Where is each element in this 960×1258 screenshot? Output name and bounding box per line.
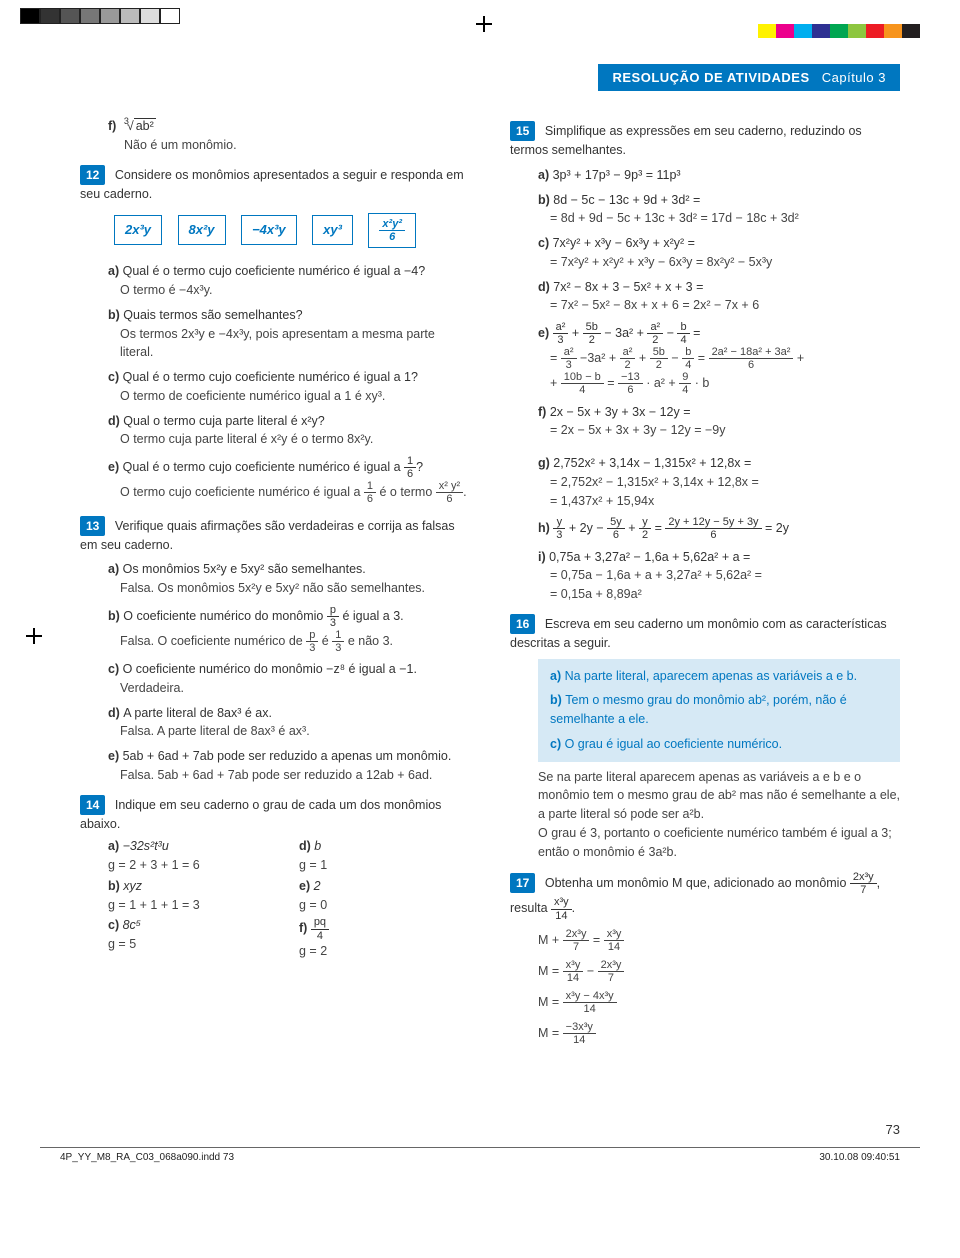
q15i-a1: = 0,75a − 1,6a + a + 3,27a² + 5,62a² = bbox=[550, 566, 900, 585]
q14-item: e) 2g = 0 bbox=[299, 877, 470, 915]
item-f: f) 3√ab² Não é um monômio. bbox=[108, 117, 470, 155]
q16: 16 Escreva em seu caderno um monômio com… bbox=[510, 614, 900, 653]
reg-cross-side bbox=[26, 628, 42, 644]
q15f-ans: = 2x − 5x + 3x + 3y − 12y = −9y bbox=[550, 421, 900, 440]
footer-left: 4P_YY_M8_RA_C03_068a090.indd 73 bbox=[60, 1152, 234, 1163]
q12e-ans: O termo cujo coeficiente numérico é igua… bbox=[120, 480, 470, 505]
qnum-12: 12 bbox=[80, 165, 105, 185]
q12d-ans: O termo cuja parte literal é x²y é o ter… bbox=[120, 430, 470, 449]
qnum-16: 16 bbox=[510, 614, 535, 634]
mono-3: −4x³y bbox=[241, 215, 297, 245]
q13a: a) Os monômios 5x²y e 5xy² são semelhant… bbox=[108, 560, 470, 579]
q13: 13 Verifique quais afirmações são verdad… bbox=[80, 516, 470, 555]
qnum-17: 17 bbox=[510, 873, 535, 893]
q13b-ans: Falsa. O coeficiente numérico de p3 é 13… bbox=[120, 629, 470, 654]
reg-cross-top bbox=[476, 16, 492, 32]
q14-item: d) bg = 1 bbox=[299, 837, 470, 875]
q13c: c) O coeficiente numérico do monômio −z⁸… bbox=[108, 660, 470, 679]
q17-lines: M + 2x³y7 = x³y14M = x³y14 − 2x³y7M = x³… bbox=[538, 928, 900, 1047]
q12b: b) Quais termos são semelhantes? bbox=[108, 306, 470, 325]
footer-right: 30.10.08 09:40:51 bbox=[819, 1152, 900, 1163]
q14-item: a) −32s²t³ug = 2 + 3 + 1 = 6 bbox=[108, 837, 279, 875]
q15c-ans: = 7x²y² + x²y² + x³y − 6x³y = 8x²y² − 5x… bbox=[550, 253, 900, 272]
q15g-a2: = 1,437x² + 15,94x bbox=[550, 492, 900, 511]
q14-item: f) pq4g = 2 bbox=[299, 916, 470, 960]
q15b-ans: = 8d + 9d − 5c + 13c + 3d² = 17d − 18c +… bbox=[550, 209, 900, 228]
q15: 15 Simplifique as expressões em seu cade… bbox=[510, 121, 900, 160]
q14-item: b) xyzg = 1 + 1 + 1 = 3 bbox=[108, 877, 279, 915]
q14-text: Indique em seu caderno o grau de cada um… bbox=[80, 798, 441, 831]
mono-1: 2x³y bbox=[114, 215, 162, 245]
regmarks-right bbox=[758, 24, 920, 38]
q15d: d) 7x² − 8x + 3 − 5x² + x + 3 = bbox=[538, 278, 900, 297]
page-content: f) 3√ab² Não é um monômio. 12 Considere … bbox=[0, 111, 960, 1092]
q15h: h) y3 + 2y − 5y6 + y2 = 2y + 12y − 5y + … bbox=[538, 516, 900, 541]
q13e-ans: Falsa. 5ab + 6ad + 7ab pode ser reduzido… bbox=[120, 766, 470, 785]
q15e-a2: + 10b − b4 = −136 · a² + 94 · b bbox=[550, 371, 900, 396]
q12-monomials: 2x³y 8x²y −4x³y xy³ x²y²6 bbox=[108, 209, 470, 252]
q12d: d) Qual o termo cuja parte literal é x²y… bbox=[108, 412, 470, 431]
q13-text: Verifique quais afirmações são verdadeir… bbox=[80, 519, 455, 552]
qnum-14: 14 bbox=[80, 795, 105, 815]
item-f-note: Não é um monômio. bbox=[124, 136, 470, 155]
q13d: d) A parte literal de 8ax³ é ax. bbox=[108, 704, 470, 723]
q12a-ans: O termo é −4x³y. bbox=[120, 281, 470, 300]
q13b: b) O coeficiente numérico do monômio p3 … bbox=[108, 604, 470, 629]
q12-text: Considere os monômios apresentados a seg… bbox=[80, 168, 464, 201]
regmarks-row bbox=[0, 8, 960, 34]
q12a: a) Qual é o termo cujo coeficiente numér… bbox=[108, 262, 470, 281]
qnum-13: 13 bbox=[80, 516, 105, 536]
q15g: g) 2,752x² + 3,14x − 1,315x² + 12,8x = bbox=[538, 454, 900, 473]
mono-4: xy³ bbox=[312, 215, 353, 245]
q15f: f) 2x − 5x + 3y + 3x − 12y = bbox=[538, 403, 900, 422]
mono-2: 8x²y bbox=[178, 215, 226, 245]
q13d-ans: Falsa. A parte literal de 8ax³ é ax³. bbox=[120, 722, 470, 741]
q12b-ans: Os termos 2x³y e −4x³y, pois apresentam … bbox=[120, 325, 470, 363]
right-column: 15 Simplifique as expressões em seu cade… bbox=[510, 111, 900, 1052]
page-number: 73 bbox=[0, 1122, 900, 1137]
q15g-a1: = 2,752x² − 1,315x² + 3,14x + 12,8x = bbox=[550, 473, 900, 492]
qnum-15: 15 bbox=[510, 121, 535, 141]
q15-text: Simplifique as expressões em seu caderno… bbox=[510, 124, 862, 157]
q12e: e) Qual é o termo cujo coeficiente numér… bbox=[108, 455, 470, 480]
q14: 14 Indique em seu caderno o grau de cada… bbox=[80, 795, 470, 834]
q12: 12 Considere os monômios apresentados a … bbox=[80, 165, 470, 204]
radical-expr: 3√ab² bbox=[120, 117, 156, 136]
q13a-ans: Falsa. Os monômios 5x²y e 5xy² não são s… bbox=[120, 579, 470, 598]
q16-ans: Se na parte literal aparecem apenas as v… bbox=[538, 768, 900, 862]
q15i-a2: = 0,15a + 8,89a² bbox=[550, 585, 900, 604]
q15e-a1: = a²3 −3a² + a²2 + 5b2 − b4 = 2a² − 18a²… bbox=[550, 346, 900, 371]
q13c-ans: Verdadeira. bbox=[120, 679, 470, 698]
q12c: c) Qual é o termo cujo coeficiente numér… bbox=[108, 368, 470, 387]
q16-box: a) Na parte literal, aparecem apenas as … bbox=[538, 659, 900, 762]
chapter-header: RESOLUÇÃO DE ATIVIDADES Capítulo 3 bbox=[598, 64, 900, 91]
header-chapter: Capítulo 3 bbox=[822, 70, 886, 85]
q13e: e) 5ab + 6ad + 7ab pode ser reduzido a a… bbox=[108, 747, 470, 766]
q15i: i) 0,75a + 3,27a² − 1,6a + 5,62a² + a = bbox=[538, 548, 900, 567]
q15a: a) 3p³ + 17p³ − 9p³ = 11p³ bbox=[538, 166, 900, 185]
header-title: RESOLUÇÃO DE ATIVIDADES bbox=[612, 70, 809, 85]
q15b: b) 8d − 5c − 13c + 9d + 3d² = bbox=[538, 191, 900, 210]
left-column: f) 3√ab² Não é um monômio. 12 Considere … bbox=[80, 111, 470, 1052]
q15c: c) 7x²y² + x³y − 6x³y + x²y² = bbox=[538, 234, 900, 253]
footer: 4P_YY_M8_RA_C03_068a090.indd 73 30.10.08… bbox=[0, 1148, 960, 1183]
mono-5: x²y²6 bbox=[368, 213, 416, 248]
q12c-ans: O termo de coeficiente numérico igual a … bbox=[120, 387, 470, 406]
q14-grid: a) −32s²t³ug = 2 + 3 + 1 = 6 d) bg = 1 b) … bbox=[108, 837, 470, 960]
q15d-ans: = 7x² − 5x² − 8x + x + 6 = 2x² − 7x + 6 bbox=[550, 296, 900, 315]
q16-text: Escreva em seu caderno um monômio com as… bbox=[510, 617, 887, 650]
q14-item: c) 8c⁵g = 5 bbox=[108, 916, 279, 960]
q15e: e) a²3 + 5b2 − 3a² + a²2 − b4 = bbox=[538, 321, 900, 346]
q17: 17 Obtenha um monômio M que, adicionado … bbox=[510, 871, 900, 921]
